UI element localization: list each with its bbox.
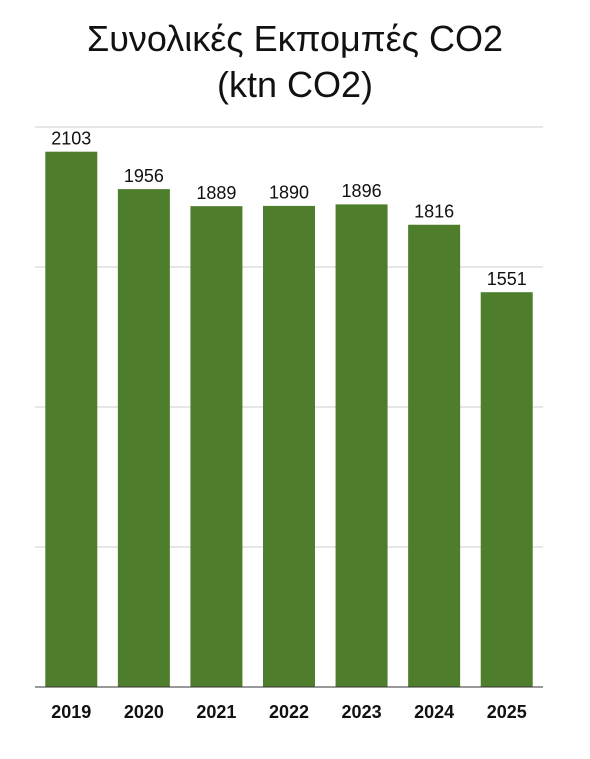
x-tick-label: 2023 bbox=[342, 702, 382, 722]
bar bbox=[117, 189, 170, 688]
x-tick-label: 2025 bbox=[487, 702, 527, 722]
x-tick-label: 2019 bbox=[51, 702, 91, 722]
bar bbox=[408, 224, 461, 687]
bar bbox=[480, 292, 533, 687]
bar bbox=[335, 204, 388, 687]
x-tick-label: 2021 bbox=[196, 702, 236, 722]
x-tick-label: 2022 bbox=[269, 702, 309, 722]
value-label: 1551 bbox=[487, 269, 527, 289]
bar bbox=[190, 206, 243, 687]
x-tick-label: 2024 bbox=[414, 702, 454, 722]
bar bbox=[263, 205, 315, 687]
value-label: 2103 bbox=[51, 128, 91, 148]
bar bbox=[45, 151, 98, 687]
value-label: 1889 bbox=[196, 183, 236, 203]
value-label: 1956 bbox=[124, 166, 164, 186]
value-label: 1890 bbox=[269, 183, 309, 203]
x-tick-label: 2020 bbox=[124, 702, 164, 722]
value-label: 1896 bbox=[342, 181, 382, 201]
value-label: 1816 bbox=[414, 201, 454, 221]
chart-title: Συνολικές Εκπομπές CO2 (ktn CO2) bbox=[86, 18, 504, 105]
